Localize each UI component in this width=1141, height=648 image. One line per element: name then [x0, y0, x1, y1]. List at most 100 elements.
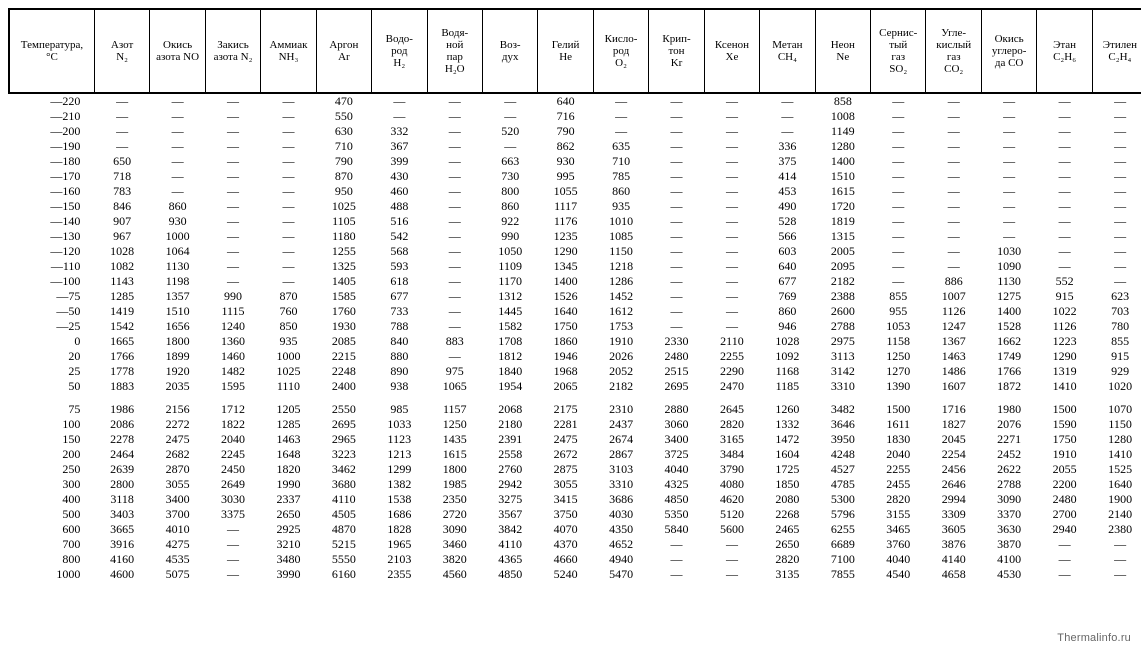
cell-value: 640 [760, 259, 815, 274]
cell-value: 1830 [871, 432, 926, 447]
cell-value: 3482 [815, 394, 870, 417]
cell-value: 5215 [316, 537, 371, 552]
cell-value: — [94, 93, 149, 109]
cell-value: — [649, 109, 704, 124]
cell-value: 2110 [704, 334, 759, 349]
cell-value: 1986 [94, 394, 149, 417]
cell-value: 4248 [815, 447, 870, 462]
cell-value: 1686 [372, 507, 427, 522]
cell-value: 1105 [316, 214, 371, 229]
cell-value: 2388 [815, 289, 870, 304]
cell-value: — [649, 274, 704, 289]
cell-value: 860 [150, 199, 205, 214]
cell-value: 2040 [871, 447, 926, 462]
cell-value: 488 [372, 199, 427, 214]
cell-temperature: 25 [9, 364, 94, 379]
table-row: —140907930——1105516—92211761010——5281819… [9, 214, 1141, 229]
cell-value: 2272 [150, 417, 205, 432]
cell-value: 4100 [981, 552, 1036, 567]
cell-value: 2180 [482, 417, 537, 432]
cell-value: 2465 [760, 522, 815, 537]
cell-value: 2639 [94, 462, 149, 477]
cell-value: 870 [316, 169, 371, 184]
cell-value: 2355 [372, 567, 427, 582]
cell-value: 2456 [926, 462, 981, 477]
cell-value: — [704, 567, 759, 582]
cell-value: 3275 [482, 492, 537, 507]
col-header: ГелийHe [538, 9, 593, 93]
table-row: —75128513579908701585677—131215261452——7… [9, 289, 1141, 304]
cell-value: 3990 [261, 567, 316, 582]
cell-value: 1766 [981, 364, 1036, 379]
cell-value: 3480 [261, 552, 316, 567]
cell-value: 1218 [593, 259, 648, 274]
cell-value: 930 [538, 154, 593, 169]
cell-value: 2350 [427, 492, 482, 507]
cell-value: — [704, 93, 759, 109]
cell-value: 490 [760, 199, 815, 214]
cell-value: 5840 [649, 522, 704, 537]
cell-temperature: —210 [9, 109, 94, 124]
cell-value: 1400 [981, 304, 1036, 319]
cell-value: 1280 [1092, 432, 1141, 447]
cell-value: — [704, 169, 759, 184]
cell-value: 3750 [538, 507, 593, 522]
cell-value: 3460 [427, 537, 482, 552]
cell-value: 4658 [926, 567, 981, 582]
table-row: 80041604535—3480555021033820436546604940… [9, 552, 1141, 567]
cell-value: 2140 [1092, 507, 1141, 522]
cell-value: — [150, 109, 205, 124]
cell-value: 1985 [427, 477, 482, 492]
cell-value: 453 [760, 184, 815, 199]
cell-value: 1542 [94, 319, 149, 334]
cell-value: 3155 [871, 507, 926, 522]
cell-value: 1290 [1037, 349, 1092, 364]
cell-value: — [981, 169, 1036, 184]
cell-value: 4785 [815, 477, 870, 492]
cell-value: 967 [94, 229, 149, 244]
cell-value: — [150, 93, 205, 109]
cell-value: 1965 [372, 537, 427, 552]
cell-value: 1410 [1092, 447, 1141, 462]
cell-value: 618 [372, 274, 427, 289]
cell-value: — [205, 552, 260, 567]
cell-value: 2994 [926, 492, 981, 507]
cell-value: 520 [482, 124, 537, 139]
table-row: —170718———870430—730995785——4141510————— [9, 169, 1141, 184]
cell-value: — [1037, 154, 1092, 169]
cell-value: 1604 [760, 447, 815, 462]
cell-value: 718 [94, 169, 149, 184]
cell-value: 710 [316, 139, 371, 154]
cell-value: — [261, 169, 316, 184]
cell-value: 730 [482, 169, 537, 184]
cell-value: — [427, 274, 482, 289]
cell-value: 5120 [704, 507, 759, 522]
cell-value: 3484 [704, 447, 759, 462]
cell-value: 1157 [427, 394, 482, 417]
cell-value: 1595 [205, 379, 260, 394]
cell-value: 1028 [760, 334, 815, 349]
cell-value: — [427, 349, 482, 364]
cell-value: 7855 [815, 567, 870, 582]
cell-temperature: 150 [9, 432, 94, 447]
cell-value: 1319 [1037, 364, 1092, 379]
cell-value: 1126 [926, 304, 981, 319]
cell-value: — [649, 184, 704, 199]
cell-value: 4040 [871, 552, 926, 567]
cell-value: 1640 [538, 304, 593, 319]
cell-value: 4110 [316, 492, 371, 507]
cell-value: 430 [372, 169, 427, 184]
cell-value: 1648 [261, 447, 316, 462]
cell-value: 1065 [427, 379, 482, 394]
cell-value: 5796 [815, 507, 870, 522]
cell-value: — [704, 274, 759, 289]
cell-value: — [649, 259, 704, 274]
cell-value: 1750 [1037, 432, 1092, 447]
cell-value: — [427, 289, 482, 304]
cell-value: — [926, 259, 981, 274]
cell-value: 2281 [538, 417, 593, 432]
cell-value: 4350 [593, 522, 648, 537]
cell-value: 883 [427, 334, 482, 349]
cell-temperature: 700 [9, 537, 94, 552]
cell-value: 2975 [815, 334, 870, 349]
